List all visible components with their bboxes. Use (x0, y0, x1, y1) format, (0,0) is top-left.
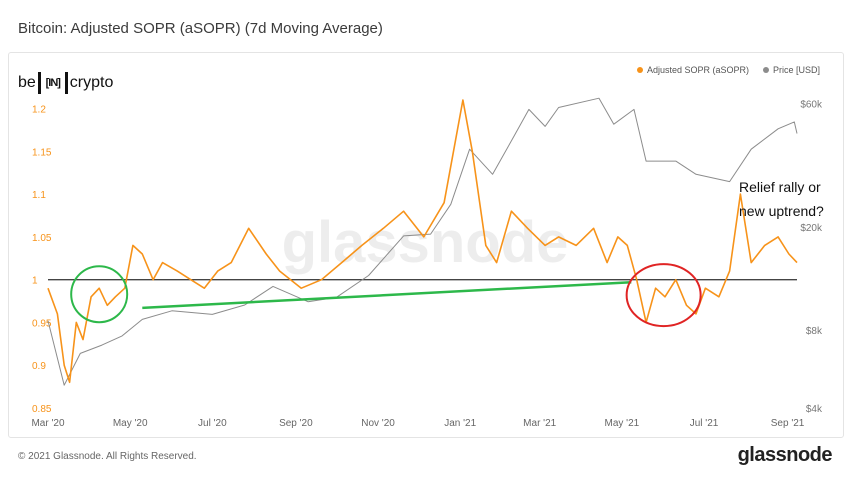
x-tick-label: Sep '21 (771, 418, 805, 429)
legend-label-sopr: Adjusted SOPR (aSOPR) (646, 65, 749, 75)
legend-item-price[interactable]: Price [USD] (762, 65, 820, 75)
logo-left-text: be (18, 74, 36, 91)
legend-label-price: Price [USD] (772, 65, 820, 75)
y-right-tick-label: $20k (800, 223, 823, 234)
y-left-tick-label: 0.85 (32, 404, 52, 415)
y-left-tick-label: 0.95 (32, 318, 52, 329)
y-right-tick-label: $60k (800, 100, 823, 111)
x-tick-label: Jul '20 (198, 418, 227, 429)
glassnode-watermark: glassnode (282, 210, 569, 275)
annotation-line-1: Relief rally or (739, 179, 821, 195)
y-right-tick-label: $8k (806, 326, 823, 337)
y-left-tick-label: 1.2 (32, 105, 46, 116)
x-tick-label: May '20 (113, 418, 148, 429)
beincrypto-logo: be [IN] crypto (18, 72, 113, 94)
chart-panel (8, 52, 844, 438)
legend-item-sopr[interactable]: Adjusted SOPR (aSOPR) (636, 65, 749, 75)
x-tick-label: Jan '21 (444, 418, 476, 429)
glassnode-brand-logo: glassnode (737, 444, 833, 466)
x-tick-label: Sep '20 (279, 418, 313, 429)
green-circle-highlight (70, 265, 129, 324)
y-left-tick-label: 1.1 (32, 190, 46, 201)
legend-dot-sopr (636, 67, 643, 73)
copyright-text: © 2021 Glassnode. All Rights Reserved. (18, 451, 197, 462)
logo-bracket-box: [IN] (37, 72, 68, 94)
green-trend-line (142, 280, 632, 310)
y-right-tick-label: $4k (806, 404, 823, 415)
x-tick-label: Mar '21 (523, 418, 556, 429)
annotation-line-2: new uptrend? (739, 203, 824, 219)
chart-title: Bitcoin: Adjusted SOPR (aSOPR) (7d Movin… (18, 20, 383, 37)
x-tick-label: May '21 (605, 418, 640, 429)
y-left-tick-label: 0.9 (32, 361, 46, 372)
y-left-tick-label: 1 (32, 276, 38, 287)
chart-legend: Adjusted SOPR (aSOPR) Price [USD] (636, 65, 820, 75)
legend-dot-price (762, 67, 769, 73)
x-tick-label: Mar '20 (31, 418, 64, 429)
red-circle-highlight (625, 263, 702, 328)
x-tick-label: Jul '21 (690, 418, 719, 429)
asopr-line (47, 99, 798, 384)
x-tick-label: Nov '20 (361, 418, 395, 429)
y-left-tick-label: 1.15 (32, 147, 52, 158)
logo-right-text: crypto (69, 74, 114, 91)
price-line (47, 97, 798, 386)
y-left-tick-label: 1.05 (32, 233, 52, 244)
